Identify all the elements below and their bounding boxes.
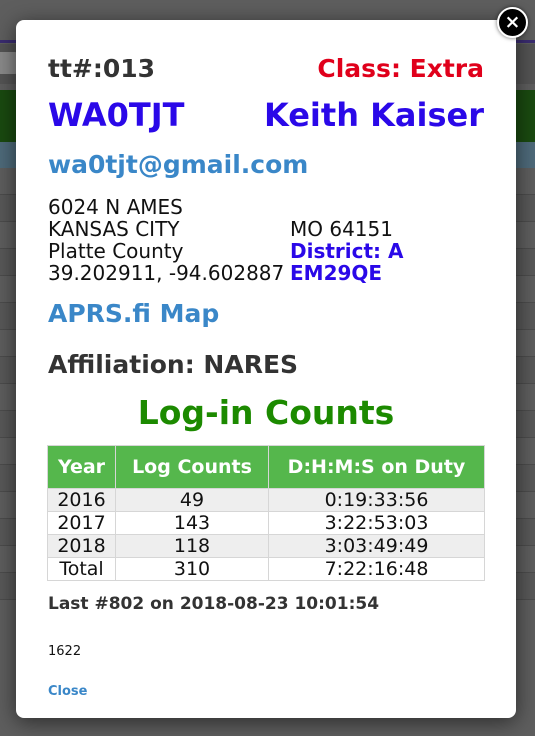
email-link[interactable]: wa0tjt@gmail.com xyxy=(48,150,309,179)
district: District: A xyxy=(290,239,404,263)
close-icon[interactable]: × xyxy=(497,7,528,38)
table-row: 2018 118 3:03:49:49 xyxy=(47,534,485,558)
cell-log-count: 118 xyxy=(115,534,269,558)
record-id: 1622 xyxy=(48,644,82,659)
cell-duty-time: 0:19:33:56 xyxy=(268,488,485,512)
cell-year: 2017 xyxy=(47,511,116,535)
cell-log-count: 310 xyxy=(115,557,269,581)
cell-year: 2018 xyxy=(47,534,116,558)
county: Platte County xyxy=(48,239,184,263)
column-header-duty-time: D:H:M:S on Duty xyxy=(268,445,485,489)
cell-duty-time: 7:22:16:48 xyxy=(268,557,485,581)
callsign: WA0TJT xyxy=(48,96,185,134)
cell-duty-time: 3:03:49:49 xyxy=(268,534,485,558)
cell-year: Total xyxy=(47,557,116,581)
cell-duty-time: 3:22:53:03 xyxy=(268,511,485,535)
table-row: 2017 143 3:22:53:03 xyxy=(47,511,485,535)
table-row: 2016 49 0:19:33:56 xyxy=(47,488,485,512)
column-header-year: Year xyxy=(47,445,116,489)
background-button xyxy=(0,52,18,74)
close-link[interactable]: Close xyxy=(48,684,88,699)
station-info-modal: tt#:013 Class: Extra WA0TJT Keith Kaiser… xyxy=(16,20,516,718)
column-header-log-counts: Log Counts xyxy=(115,445,269,489)
license-class: Class: Extra xyxy=(317,54,484,83)
ticket-number: tt#:013 xyxy=(48,54,156,83)
cell-log-count: 143 xyxy=(115,511,269,535)
aprs-map-link[interactable]: APRS.fi Map xyxy=(48,299,220,328)
table-total-row: Total 310 7:22:16:48 xyxy=(47,557,485,581)
cell-log-count: 49 xyxy=(115,488,269,512)
login-counts-title: Log-in Counts xyxy=(137,393,395,432)
login-counts-table: Year Log Counts D:H:M:S on Duty 2016 49 … xyxy=(47,445,485,581)
table-header-row: Year Log Counts D:H:M:S on Duty xyxy=(47,445,485,489)
grid-square: EM29QE xyxy=(290,261,383,285)
street-address: 6024 N AMES xyxy=(48,195,183,219)
coordinates: 39.202911, -94.602887 xyxy=(48,261,285,285)
affiliation: Affiliation: NARES xyxy=(48,350,299,379)
callsign-row: WA0TJT Keith Kaiser xyxy=(48,96,484,134)
cell-year: 2016 xyxy=(47,488,116,512)
last-entry: Last #802 on 2018-08-23 10:01:54 xyxy=(48,594,380,614)
state-zip: MO 64151 xyxy=(290,217,393,241)
city: KANSAS CITY xyxy=(48,217,180,241)
operator-name: Keith Kaiser xyxy=(263,96,484,134)
modal-top-row: tt#:013 Class: Extra xyxy=(48,54,484,83)
